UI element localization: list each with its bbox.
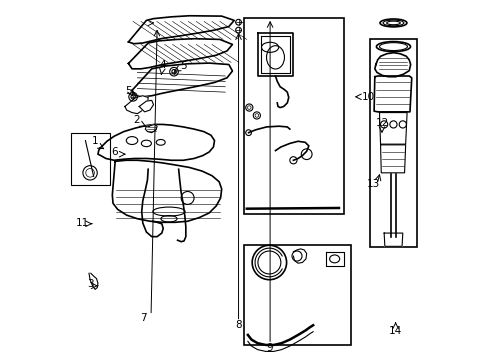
Text: 9: 9 [267, 343, 273, 353]
Text: 2: 2 [133, 115, 140, 125]
Text: 1: 1 [92, 136, 98, 145]
Text: 14: 14 [389, 325, 402, 336]
Polygon shape [98, 125, 215, 160]
Text: 6: 6 [111, 147, 118, 157]
Polygon shape [132, 63, 232, 97]
Text: 10: 10 [362, 92, 375, 102]
Text: 4: 4 [160, 59, 167, 69]
Text: 11: 11 [76, 218, 90, 228]
Polygon shape [146, 125, 157, 133]
Polygon shape [112, 160, 221, 222]
Text: 3: 3 [88, 279, 94, 289]
Polygon shape [381, 145, 406, 173]
Polygon shape [139, 100, 153, 112]
Polygon shape [128, 16, 234, 44]
Polygon shape [128, 39, 232, 69]
Text: 12: 12 [375, 118, 389, 128]
Text: 5: 5 [125, 86, 132, 96]
Polygon shape [384, 233, 403, 246]
Bar [245, 244, 351, 345]
Text: 13: 13 [367, 179, 380, 189]
Polygon shape [374, 76, 412, 112]
Polygon shape [375, 53, 411, 77]
Polygon shape [379, 113, 407, 144]
Circle shape [131, 95, 135, 99]
Circle shape [172, 69, 176, 74]
Polygon shape [125, 96, 148, 114]
Text: 5: 5 [180, 61, 187, 71]
Polygon shape [326, 252, 343, 266]
Bar [71, 134, 110, 185]
Bar [245, 18, 344, 215]
Polygon shape [258, 33, 294, 76]
Bar [370, 40, 417, 247]
Text: 7: 7 [141, 313, 147, 323]
Text: 8: 8 [235, 320, 242, 330]
